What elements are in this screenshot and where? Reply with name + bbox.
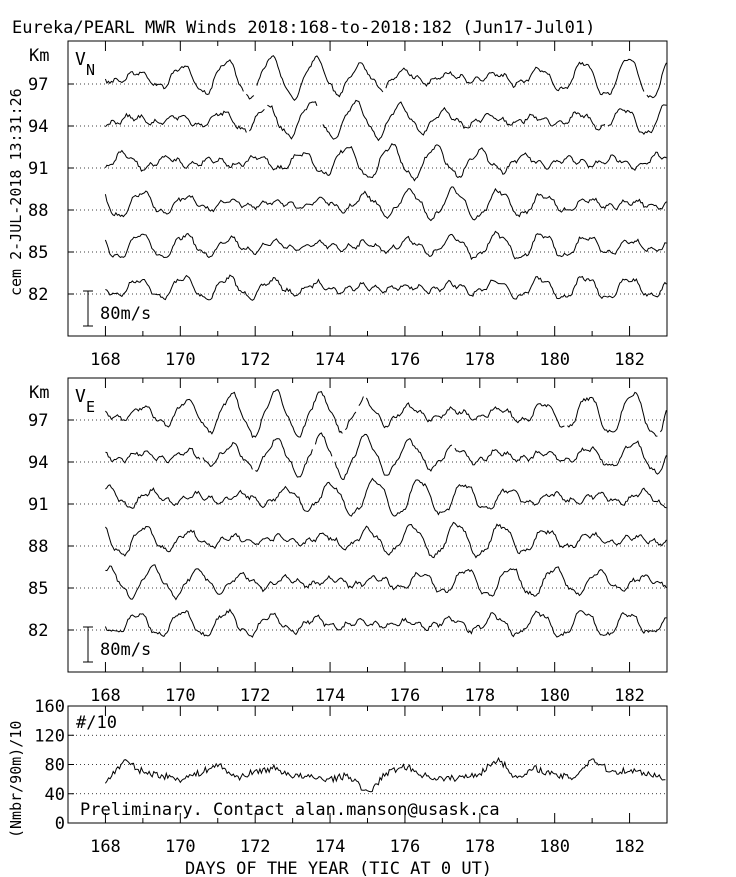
scale-bar-label: 80m/s bbox=[100, 640, 151, 660]
y-tick-label: 82 bbox=[28, 621, 48, 641]
x-axis-label: DAYS OF THE YEAR (TIC AT 0 UT) bbox=[185, 859, 492, 877]
y-tick-label: 160 bbox=[34, 697, 65, 717]
x-tick-label: 180 bbox=[539, 837, 570, 857]
x-tick-label: 168 bbox=[90, 837, 121, 857]
series-line-94km bbox=[105, 99, 667, 142]
x-tick-label: 182 bbox=[614, 350, 645, 370]
x-tick-label: 176 bbox=[390, 837, 421, 857]
x-tick-label: 170 bbox=[165, 837, 196, 857]
x-tick-label: 176 bbox=[390, 350, 421, 370]
unit-label: Km bbox=[29, 383, 49, 403]
y-tick-label: 85 bbox=[28, 579, 48, 599]
unit-label: Km bbox=[29, 46, 49, 66]
series-line-88km bbox=[104, 186, 667, 222]
x-tick-label: 172 bbox=[240, 837, 271, 857]
y-tick-label: 82 bbox=[28, 285, 48, 305]
x-tick-label: 168 bbox=[90, 350, 121, 370]
y-tick-label: 97 bbox=[28, 75, 48, 95]
x-tick-label: 174 bbox=[315, 837, 346, 857]
series-line-82km bbox=[104, 608, 667, 638]
x-tick-label: 170 bbox=[165, 350, 196, 370]
x-tick-label: 180 bbox=[539, 686, 570, 706]
component-subscript: E bbox=[86, 398, 95, 416]
x-tick-label: 182 bbox=[614, 837, 645, 857]
x-tick-label: 172 bbox=[240, 350, 271, 370]
series-line-91km bbox=[105, 477, 667, 517]
x-tick-label: 168 bbox=[90, 686, 121, 706]
series-line-85km bbox=[104, 230, 667, 261]
y-tick-label: 85 bbox=[28, 243, 48, 263]
x-tick-label: 170 bbox=[165, 686, 196, 706]
count-inner-label: #/10 bbox=[76, 713, 117, 733]
y-tick-label: 91 bbox=[28, 159, 48, 179]
panel-frame bbox=[67, 377, 668, 673]
series-line-88km bbox=[105, 521, 667, 559]
x-tick-label: 174 bbox=[315, 686, 346, 706]
chart-title: Eureka/PEARL MWR Winds 2018:168-to-2018:… bbox=[12, 18, 595, 38]
scale-bar-label: 80m/s bbox=[100, 304, 151, 324]
series-line-91km bbox=[104, 143, 667, 182]
x-tick-label: 178 bbox=[464, 686, 495, 706]
series-line-85km bbox=[105, 564, 667, 601]
y-tick-label: 94 bbox=[28, 117, 48, 137]
y-tick-label: 0 bbox=[55, 814, 65, 834]
note-text: Preliminary. Contact alan.manson@usask.c… bbox=[80, 800, 500, 820]
y-tick-label: 40 bbox=[45, 785, 65, 805]
series-line-94km bbox=[105, 432, 667, 480]
component-subscript: N bbox=[86, 61, 95, 79]
x-tick-label: 176 bbox=[390, 686, 421, 706]
y-tick-label: 91 bbox=[28, 495, 48, 515]
component-label: V bbox=[75, 386, 86, 407]
side-label: cem 2-JUL-2018 13:31:26 bbox=[7, 88, 25, 296]
series-line-97km bbox=[104, 55, 667, 102]
x-tick-label: 174 bbox=[315, 350, 346, 370]
x-tick-label: 178 bbox=[464, 350, 495, 370]
series-line-97km bbox=[105, 388, 667, 439]
x-tick-label: 178 bbox=[464, 837, 495, 857]
x-tick-label: 182 bbox=[614, 686, 645, 706]
count-series-line bbox=[104, 756, 666, 793]
y-tick-label: 97 bbox=[28, 411, 48, 431]
panel-frame bbox=[67, 40, 668, 337]
x-tick-label: 180 bbox=[539, 350, 570, 370]
count-y-axis-label: (Nmbr/90m)/10 bbox=[7, 721, 25, 838]
y-tick-label: 80 bbox=[45, 756, 65, 776]
component-label: V bbox=[75, 49, 86, 70]
series-line-82km bbox=[105, 274, 667, 301]
y-tick-label: 88 bbox=[28, 201, 48, 221]
y-tick-label: 88 bbox=[28, 537, 48, 557]
y-tick-label: 120 bbox=[34, 726, 65, 746]
x-tick-label: 172 bbox=[240, 686, 271, 706]
y-tick-label: 94 bbox=[28, 453, 48, 473]
